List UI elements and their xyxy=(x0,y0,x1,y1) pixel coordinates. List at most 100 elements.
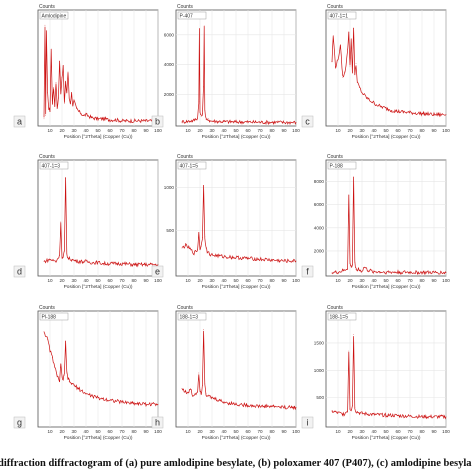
data-point xyxy=(181,388,183,389)
data-point xyxy=(43,118,45,120)
data-point xyxy=(145,403,147,405)
data-point xyxy=(206,119,208,121)
data-point xyxy=(91,117,93,119)
data-point xyxy=(445,272,447,273)
data-point xyxy=(85,114,87,115)
data-point xyxy=(54,104,56,106)
data-point xyxy=(241,121,243,123)
y-tick-label: 1500 xyxy=(314,340,325,345)
data-point xyxy=(187,120,189,122)
panel-i: 10 20 30 40 50 60 70 80 90 100 500 1000 1500 Counts Po… xyxy=(301,305,450,441)
data-point xyxy=(73,100,75,102)
data-point xyxy=(192,395,194,397)
data-point xyxy=(247,258,249,259)
x-axis-label: Position [°2Theta] (Copper (Cu)) xyxy=(202,284,271,290)
data-point xyxy=(97,118,99,120)
panel-letter-box xyxy=(13,416,26,429)
data-point xyxy=(342,76,344,78)
data-point xyxy=(200,393,202,395)
y-tick-label: 1000 xyxy=(164,185,175,190)
x-tick-label: 50 xyxy=(233,278,239,283)
x-tick-label: 90 xyxy=(431,128,437,133)
data-point xyxy=(340,45,341,47)
sample-tag-box xyxy=(39,11,69,20)
data-point xyxy=(385,414,387,416)
x-tick-label: 80 xyxy=(131,128,137,133)
data-point xyxy=(355,269,357,270)
data-point xyxy=(60,364,62,366)
data-point xyxy=(181,247,183,249)
data-point xyxy=(367,413,369,415)
data-point xyxy=(205,247,207,249)
data-point xyxy=(56,108,58,109)
data-point xyxy=(59,380,60,382)
y-tick-label: 500 xyxy=(316,395,324,400)
x-tick-label: 80 xyxy=(131,429,137,434)
data-point xyxy=(337,271,339,273)
panel-g: 10 20 30 40 50 60 70 80 90 100 Counts Position [°2T… xyxy=(13,305,162,441)
x-tick-label: 30 xyxy=(359,429,365,434)
data-point xyxy=(187,246,189,248)
x-tick-label: 80 xyxy=(419,128,425,133)
y-tick-label: 500 xyxy=(166,228,174,233)
x-tick-label: 10 xyxy=(47,128,53,133)
panel-letter-box xyxy=(13,265,26,278)
data-point xyxy=(203,86,204,88)
x-tick-label: 70 xyxy=(119,278,125,283)
x-tick-label: 80 xyxy=(269,278,275,283)
x-tick-label: 10 xyxy=(185,128,191,133)
data-point xyxy=(204,110,206,111)
data-point xyxy=(353,176,354,178)
x-tick-label: 100 xyxy=(442,128,450,133)
data-point xyxy=(47,339,48,341)
data-point xyxy=(139,120,141,122)
data-point xyxy=(359,412,360,414)
data-point xyxy=(70,102,71,104)
x-tick-label: 90 xyxy=(281,278,287,283)
diffractogram-trace xyxy=(181,185,297,264)
panel-letter-box xyxy=(151,265,164,278)
data-point xyxy=(350,266,352,268)
x-tick-label: 60 xyxy=(395,128,401,133)
data-point xyxy=(78,111,80,112)
x-tick-label: 20 xyxy=(347,429,353,434)
sample-tag: 188-1=3 xyxy=(180,315,199,321)
x-tick-label: 30 xyxy=(71,429,77,434)
data-point xyxy=(271,405,273,407)
data-point xyxy=(206,395,208,397)
data-point xyxy=(65,82,66,83)
data-point xyxy=(349,408,351,409)
data-point xyxy=(211,397,213,399)
data-point xyxy=(391,110,393,111)
x-tick-label: 70 xyxy=(119,429,125,434)
data-point xyxy=(133,402,135,404)
x-tick-label: 50 xyxy=(95,128,101,133)
x-tick-label: 90 xyxy=(281,128,287,133)
data-point xyxy=(259,405,261,407)
x-tick-label: 40 xyxy=(221,429,227,434)
data-point xyxy=(247,121,249,123)
x-axis-label: Position [°2Theta] (Copper (Cu)) xyxy=(352,134,421,140)
sample-tag-box xyxy=(177,161,207,170)
panels-group: 10 20 30 40 50 60 70 80 90 100 Counts Position [°2T… xyxy=(13,4,450,441)
y-tick-label: 2000 xyxy=(314,248,325,253)
data-point xyxy=(198,372,200,374)
panel-a: 10 20 30 40 50 60 70 80 90 100 Counts Position [°2T… xyxy=(13,4,162,140)
data-point xyxy=(200,245,202,247)
x-tick-label: 40 xyxy=(83,128,89,133)
data-point xyxy=(121,120,123,122)
data-point xyxy=(259,121,261,123)
data-point xyxy=(397,415,399,417)
x-tick-label: 60 xyxy=(395,429,401,434)
data-point xyxy=(80,113,82,114)
x-axis-label: Position [°2Theta] (Copper (Cu)) xyxy=(64,435,133,441)
data-point xyxy=(49,349,51,351)
data-point xyxy=(354,407,356,408)
data-point xyxy=(433,416,435,418)
x-tick-label: 90 xyxy=(143,278,149,283)
data-point xyxy=(62,66,64,68)
x-tick-label: 50 xyxy=(233,429,239,434)
data-point xyxy=(421,113,423,114)
data-point xyxy=(61,376,63,378)
data-point xyxy=(43,331,45,332)
